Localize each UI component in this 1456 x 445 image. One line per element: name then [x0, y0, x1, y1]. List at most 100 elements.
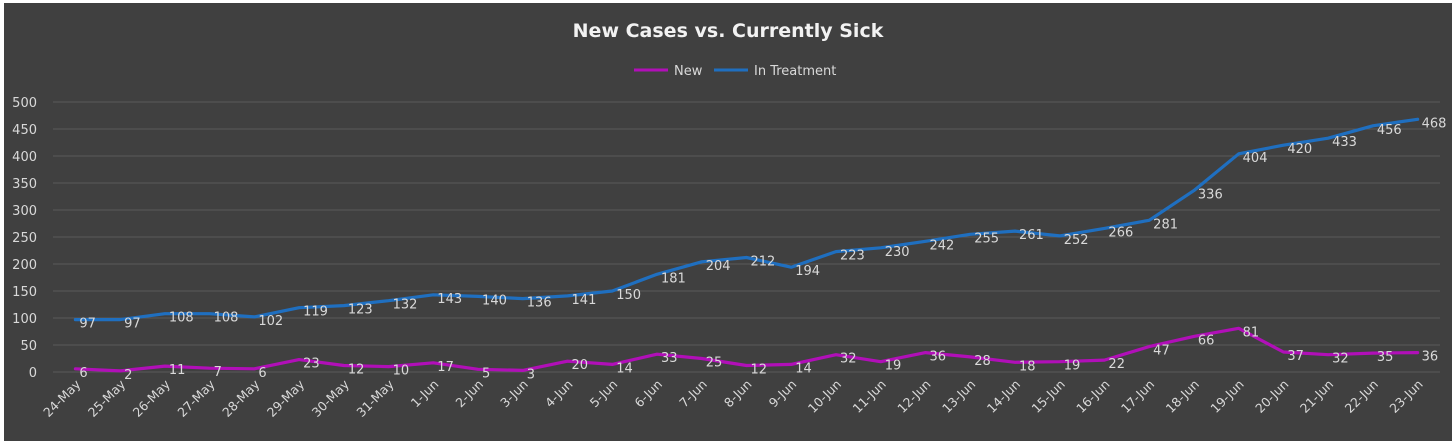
chart-area: New Cases vs. Currently Sick New In Trea… [4, 3, 1452, 441]
data-label: 33 [661, 351, 678, 366]
data-label: 3 [527, 367, 535, 382]
data-label: 143 [437, 292, 462, 307]
x-tick-label: 31-May [353, 376, 397, 420]
x-tick-label: 21-Jun [1297, 377, 1336, 416]
data-label: 212 [751, 255, 776, 270]
data-label: 194 [795, 264, 820, 279]
data-label: 141 [572, 293, 597, 308]
y-tick-label: 450 [12, 123, 37, 138]
data-label: 102 [258, 314, 283, 329]
chart-svg: New Cases vs. Currently Sick New In Trea… [12, 20, 1446, 420]
data-label: 181 [661, 271, 686, 286]
data-label: 12 [348, 363, 365, 378]
data-label: 119 [303, 305, 328, 320]
data-label: 35 [1377, 350, 1394, 365]
data-label: 14 [616, 361, 633, 376]
data-label: 6 [258, 366, 266, 381]
data-label: 97 [79, 317, 96, 332]
y-tick-label: 500 [12, 96, 37, 111]
x-tick-label: 12-Jun [894, 377, 933, 416]
x-tick-label: 8-Jun [721, 377, 755, 411]
data-label: 17 [437, 360, 454, 375]
series-layer [73, 117, 1420, 373]
data-label: 11 [169, 363, 186, 378]
data-label: 18 [1019, 359, 1036, 374]
y-tick-label: 200 [12, 258, 37, 273]
data-label: 37 [1287, 349, 1304, 364]
data-label: 456 [1377, 123, 1402, 138]
x-tick-label: 16-Jun [1073, 377, 1112, 416]
x-tick-label: 1-Jun [408, 377, 442, 411]
data-label: 266 [1108, 225, 1133, 240]
data-label: 255 [974, 231, 999, 246]
legend: New In Treatment [634, 64, 836, 79]
x-tick-label: 6-Jun [631, 377, 665, 411]
x-tick-label: 9-Jun [766, 377, 800, 411]
data-label: 281 [1153, 217, 1178, 232]
data-label: 19 [1064, 359, 1081, 374]
x-tick-label: 26-May [130, 376, 174, 420]
data-label: 10 [393, 364, 410, 379]
y-tick-label: 400 [12, 150, 37, 165]
x-tick-label: 7-Jun [676, 377, 710, 411]
data-label: 223 [840, 249, 865, 264]
data-label: 14 [795, 361, 812, 376]
data-label: 23 [303, 357, 320, 372]
y-tick-label: 50 [20, 339, 37, 354]
data-label: 28 [974, 354, 991, 369]
y-tick-label: 150 [12, 285, 37, 300]
x-tick-label: 24-May [40, 376, 84, 420]
data-label: 5 [482, 366, 490, 381]
data-label: 433 [1332, 135, 1357, 150]
x-tick-label: 25-May [85, 376, 129, 420]
series-line-in-treatment [73, 117, 1420, 322]
data-label: 140 [482, 293, 507, 308]
x-tick-label: 30-May [309, 376, 353, 420]
legend-label-in-treatment: In Treatment [754, 64, 836, 79]
data-label: 2 [124, 368, 132, 383]
data-label: 336 [1198, 188, 1223, 203]
data-label: 66 [1198, 333, 1215, 348]
x-tick-label: 19-Jun [1207, 377, 1246, 416]
x-tick-label: 29-May [264, 376, 308, 420]
data-label: 204 [706, 259, 731, 274]
data-label: 25 [706, 356, 723, 371]
x-tick-label: 15-Jun [1028, 377, 1067, 416]
y-tick-label: 350 [12, 177, 37, 192]
data-label: 242 [929, 238, 954, 253]
y-tick-label: 100 [12, 312, 37, 327]
data-label: 132 [393, 298, 418, 313]
x-tick-label: 22-Jun [1342, 377, 1381, 416]
gridlines [53, 101, 1440, 373]
x-axis-ticks: 24-May 25-May 26-May 27-May 28-May 29-May 30-M… [40, 376, 1426, 420]
data-label: 108 [169, 311, 194, 326]
x-tick-label: 23-Jun [1386, 377, 1425, 416]
data-label: 404 [1243, 151, 1268, 166]
series-line-new [73, 326, 1420, 373]
x-tick-label: 2-Jun [452, 377, 486, 411]
chart-title: New Cases vs. Currently Sick [573, 20, 884, 42]
data-label: 20 [572, 358, 589, 373]
y-tick-label: 250 [12, 231, 37, 246]
data-label: 7 [214, 365, 222, 380]
data-label: 81 [1243, 325, 1260, 340]
data-label: 97 [124, 317, 141, 332]
x-tick-label: 4-Jun [542, 377, 576, 411]
y-tick-label: 300 [12, 204, 37, 219]
data-label: 123 [348, 303, 373, 318]
x-tick-label: 13-Jun [939, 377, 978, 416]
data-label: 108 [214, 311, 239, 326]
x-tick-label: 20-Jun [1252, 377, 1291, 416]
x-tick-label: 10-Jun [805, 377, 844, 416]
x-tick-label: 14-Jun [984, 377, 1023, 416]
legend-label-new: New [674, 64, 703, 79]
data-label: 47 [1153, 344, 1170, 359]
x-tick-label: 17-Jun [1118, 377, 1157, 416]
data-label: 136 [527, 296, 552, 311]
data-label: 12 [751, 363, 768, 378]
x-tick-label: 11-Jun [849, 377, 888, 416]
data-label: 6 [79, 366, 87, 381]
data-label: 420 [1287, 142, 1312, 157]
